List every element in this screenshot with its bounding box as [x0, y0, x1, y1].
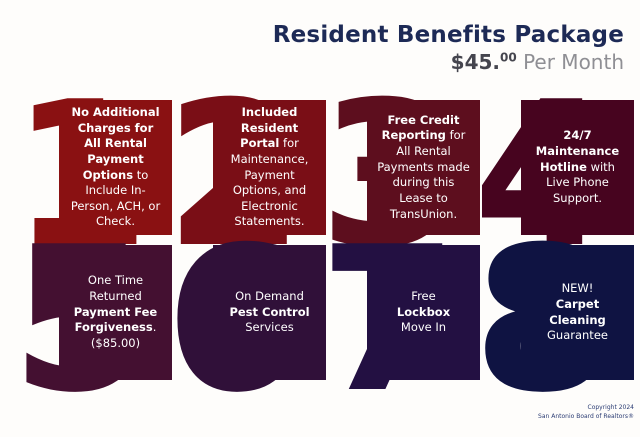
- copyright-line-1: Copyright 2024: [587, 403, 635, 411]
- card-text-segment: No Additional Charges for All Rental Pay…: [71, 105, 160, 182]
- card-square: [367, 100, 480, 235]
- copyright: Copyright 2024 San Antonio Board of Real…: [538, 403, 634, 422]
- card-square: [521, 245, 634, 380]
- benefit-card-4: 4 24/7 Maintenance Hotline with Live Pho…: [473, 76, 634, 276]
- infographic: Resident Benefits Package $45.00 Per Mon…: [11, 22, 634, 422]
- price-cents: 00: [500, 50, 517, 65]
- card-text-segment: Free Credit Reporting: [381, 112, 460, 143]
- benefit-grid: 1 No Additional Charges for All Rental P…: [11, 76, 634, 421]
- card-text: Free Credit Reporting for All Rental Pay…: [367, 100, 480, 235]
- benefit-card-8: 8 NEW! Carpet Cleaning Guarantee: [473, 221, 634, 421]
- benefit-card-3: 3 Free Credit Reporting for All Rental P…: [319, 76, 480, 276]
- card-text-segment: Carpet Cleaning: [549, 296, 606, 327]
- benefit-card-1: 1 No Additional Charges for All Rental P…: [11, 76, 172, 276]
- card-text: 24/7 Maintenance Hotline with Live Phone…: [521, 100, 634, 235]
- card-square: [213, 245, 326, 380]
- card-text-segment: NEW!: [561, 281, 594, 296]
- card-text: Included Resident Portal for Maintenance…: [213, 100, 326, 235]
- price-line: $45.00 Per Month: [273, 50, 624, 74]
- card-text-segment: with Live Phone Support.: [546, 159, 615, 205]
- card-text-segment: On Demand: [235, 289, 304, 304]
- benefit-card-5: 5 One Time Returned Payment Fee Forgiven…: [11, 221, 172, 421]
- card-square: [521, 100, 634, 235]
- price-suffix: Per Month: [516, 50, 624, 74]
- card-square: [213, 100, 326, 235]
- card-text-segment: Payment Fee Forgiveness: [73, 304, 158, 335]
- card-text: NEW! Carpet Cleaning Guarantee: [521, 245, 634, 380]
- card-text-segment: for All Rental Payments made during this…: [377, 128, 470, 221]
- card-text-segment: Guarantee: [547, 328, 608, 343]
- card-text-segment: Move In: [400, 320, 447, 335]
- card-text-segment: 24/7 Maintenance Hotline: [535, 128, 620, 174]
- header: Resident Benefits Package $45.00 Per Mon…: [273, 22, 624, 74]
- card-text: No Additional Charges for All Rental Pay…: [59, 100, 172, 235]
- card-text-segment: ($85.00): [90, 335, 141, 350]
- copyright-line-2: San Antonio Board of Realtors®: [538, 413, 634, 421]
- card-text-line: Payment Fee Forgiveness.: [68, 305, 163, 336]
- benefit-card-2: 2 Included Resident Portal for Maintenan…: [165, 76, 326, 276]
- card-text: One Time Returned Payment Fee Forgivenes…: [59, 245, 172, 380]
- card-square: [59, 100, 172, 235]
- card-text-segment: One Time Returned: [87, 273, 144, 304]
- card-text-segment: Free: [411, 289, 436, 304]
- card-square: [59, 245, 172, 380]
- card-text-segment: .: [152, 320, 157, 335]
- card-text-segment: to Include In-Person, ACH, or Check.: [70, 167, 161, 229]
- card-text-segment: Services: [245, 320, 294, 335]
- card-text-segment: Pest Control: [229, 304, 310, 319]
- card-text: Free Lockbox Move In: [367, 245, 480, 380]
- card-text: On Demand Pest Control Services: [213, 245, 326, 380]
- price-dollars: $45.: [450, 50, 501, 74]
- card-text-segment: for Maintenance, Payment Options, and El…: [230, 136, 309, 229]
- card-square: [367, 245, 480, 380]
- card-text-segment: Lockbox: [396, 304, 451, 319]
- benefit-card-6: 6 On Demand Pest Control Services: [165, 221, 326, 421]
- benefit-card-7: 7 Free Lockbox Move In: [319, 221, 480, 421]
- page-title: Resident Benefits Package: [272, 22, 624, 48]
- card-text-segment: Included Resident Portal: [240, 105, 299, 151]
